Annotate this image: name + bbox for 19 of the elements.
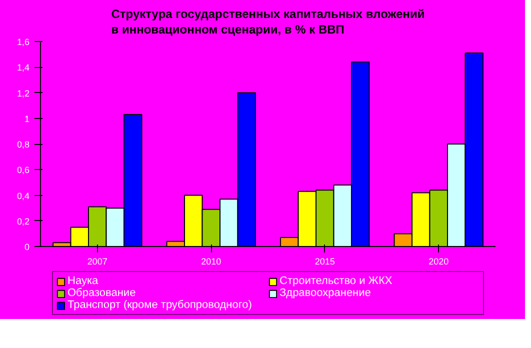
legend-label: Образование	[68, 287, 137, 299]
legend-label: Наука	[68, 275, 100, 287]
legend-label: Транспорт (кроме трубопроводного)	[68, 299, 253, 311]
legend-label: Здравоохранение	[280, 287, 372, 299]
x-tick-label: 2007	[87, 256, 108, 266]
y-tick-label: 1	[24, 114, 30, 124]
x-tick-label: 2020	[428, 256, 449, 266]
legend-label: Строительство и ЖКХ	[280, 275, 394, 287]
y-tick-label: 0,4	[16, 190, 30, 201]
x-tick-label: 2010	[201, 256, 222, 266]
y-tick-label: 0,8	[16, 140, 30, 150]
chart-title: Структура государственных капитальных вложений в инновационном сценарии, в % к ВВП	[111, 7, 425, 36]
y-tick-label: 1,6	[16, 37, 30, 47]
x-tick-label: 2015	[314, 256, 335, 266]
y-tick-label: 0,6	[16, 165, 30, 176]
y-tick-label: 0	[24, 242, 30, 252]
y-tick-label: 0,2	[16, 216, 30, 226]
y-tick-label: 1,2	[16, 88, 30, 98]
y-tick-label: 1,4	[16, 62, 30, 73]
